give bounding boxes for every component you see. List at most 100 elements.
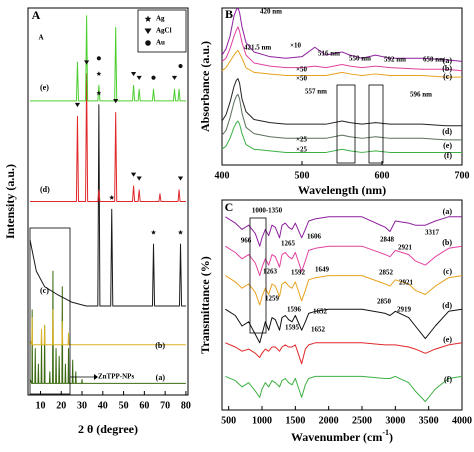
annotation: 420 nm xyxy=(260,8,282,16)
x-tick-label: 2000 xyxy=(319,415,339,426)
annotation: ×50 xyxy=(296,75,307,83)
series-label: (c) xyxy=(40,286,49,295)
legend-symbol xyxy=(145,40,151,46)
series-label: (a) xyxy=(443,56,453,65)
x-axis-label-part: Wavelength (nm) xyxy=(298,183,386,197)
spectrum-line xyxy=(29,104,186,307)
peak-marker xyxy=(136,75,142,80)
legend-label: AgCl xyxy=(156,27,172,35)
series-label: (b) xyxy=(155,341,165,350)
series-label: (f) xyxy=(444,375,452,384)
annotation: 1652 xyxy=(311,326,326,334)
series-label: (e) xyxy=(443,335,452,344)
x-tick-label: 10 xyxy=(35,400,45,411)
annotation: 1595 xyxy=(285,324,300,332)
spectrum-line xyxy=(225,375,463,403)
annotation: ×50 xyxy=(296,66,307,74)
series-label: (b) xyxy=(442,238,452,247)
annotation: 596 nm xyxy=(410,91,432,99)
annotation: 2850 xyxy=(377,298,392,306)
x-tick-label: 700 xyxy=(455,170,470,181)
annotation: 1263 xyxy=(263,268,278,276)
series-label: (b) xyxy=(442,64,452,73)
peak-marker xyxy=(96,56,101,61)
x-tick-label: 3500 xyxy=(419,415,439,426)
legend-symbol xyxy=(144,28,152,35)
x-tick-label: 400 xyxy=(215,170,230,181)
peak-marker xyxy=(178,229,183,235)
annotation: 1652 xyxy=(313,308,328,316)
annotation: 1606 xyxy=(307,233,322,241)
annotation: 421.5 nm xyxy=(244,44,271,52)
annotation: 1596 xyxy=(287,306,302,314)
panel-label: A xyxy=(32,8,41,22)
series-label: (c) xyxy=(443,72,452,81)
peak-marker xyxy=(96,90,102,96)
spectrum-line xyxy=(225,275,463,306)
zntpp-box xyxy=(29,227,71,395)
x-tick-label: 50 xyxy=(119,400,129,411)
annotation: 1265 xyxy=(281,240,296,248)
annotation: 3317 xyxy=(425,229,440,237)
peak-marker xyxy=(109,195,115,200)
peak-marker xyxy=(178,63,183,69)
annotation: 966 xyxy=(241,237,252,245)
x-tick-label: 80 xyxy=(181,400,191,411)
panel-label: B xyxy=(225,7,233,21)
peak-marker xyxy=(151,75,156,80)
spectrum-line xyxy=(225,245,463,277)
x-axis-label: 2 θ (degree) xyxy=(78,422,138,436)
x-tick-label: 500 xyxy=(295,170,310,181)
x-tick-label: 600 xyxy=(375,170,390,181)
peak-marker xyxy=(130,172,137,177)
peak-marker xyxy=(83,60,90,65)
highlight-box xyxy=(249,217,267,334)
series-label: (d) xyxy=(442,127,452,136)
spectrum-line xyxy=(221,26,463,72)
legend-label: Au xyxy=(156,39,165,47)
x-axis-label: Wavenumber (cm-1) xyxy=(291,428,393,444)
y-axis-label: Transmittance (%) xyxy=(198,256,212,353)
plot-frame xyxy=(27,7,189,396)
peak-marker xyxy=(96,71,102,76)
annotation: ×10 xyxy=(290,42,301,50)
spectrum-line xyxy=(221,120,462,153)
y-axis-label: Intensity (a.u.) xyxy=(3,164,17,239)
x-axis-label: Wavelength (nm) xyxy=(298,183,386,197)
x-axis-label-part: ) xyxy=(389,430,393,444)
spectrum-line xyxy=(221,78,462,127)
highlight-box xyxy=(368,84,384,164)
x-axis-label-part: Wavenumber (cm xyxy=(291,430,382,444)
x-tick-label: 500 xyxy=(221,415,236,426)
annotation: 2919 xyxy=(397,306,412,314)
peak-marker xyxy=(151,229,156,235)
annotation: 650 nm xyxy=(423,56,445,64)
spectrum-line xyxy=(225,308,463,344)
x-tick-label: 4000 xyxy=(452,415,472,426)
legend-box xyxy=(137,9,187,53)
x-axis-label-part: 2 θ (degree) xyxy=(78,422,138,436)
series-label: (a) xyxy=(156,373,166,382)
peak-marker xyxy=(113,99,119,104)
series-label: (a) xyxy=(443,207,453,216)
x-tick-label: 40 xyxy=(98,400,108,411)
peak-marker xyxy=(136,176,142,181)
series-label: (f) xyxy=(444,151,452,160)
x-tick-label: 2500 xyxy=(352,415,372,426)
x-tick-label: 60 xyxy=(139,400,149,411)
spectrum-line xyxy=(30,73,186,202)
series-label: (e) xyxy=(40,83,49,92)
annotation: 2852 xyxy=(379,269,394,277)
annotation: 2921 xyxy=(398,244,413,252)
annotation: ZnTPP-NPs xyxy=(98,373,134,381)
annotation: 1259 xyxy=(265,295,280,303)
spectrum-line xyxy=(225,216,462,247)
plot-frame xyxy=(221,7,463,166)
x-axis-label-part: -1 xyxy=(382,428,389,437)
spectrum-line xyxy=(30,15,186,102)
annotation: 2921 xyxy=(399,279,414,287)
highlight-box xyxy=(336,84,356,164)
zntpp-arrowhead xyxy=(94,374,98,380)
series-label: (d) xyxy=(442,301,452,310)
annotation: 1649 xyxy=(315,266,330,274)
